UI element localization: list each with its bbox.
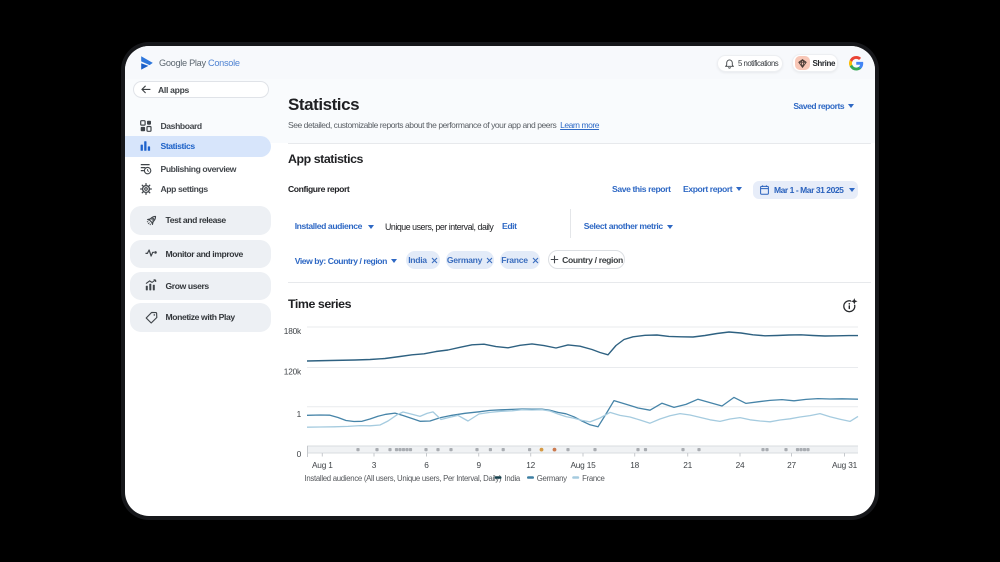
svg-text:21: 21	[683, 460, 692, 470]
svg-text:Aug 1: Aug 1	[312, 460, 333, 470]
svg-text:1: 1	[297, 409, 302, 419]
svg-text:Installed audience (All users,: Installed audience (All users, Unique us…	[305, 474, 502, 483]
svg-text:27: 27	[787, 460, 796, 470]
svg-text:120k: 120k	[284, 367, 302, 377]
svg-text:180k: 180k	[284, 326, 302, 336]
svg-text:Aug 15: Aug 15	[570, 460, 596, 470]
svg-text:0: 0	[297, 449, 302, 459]
svg-text:12: 12	[526, 460, 535, 470]
svg-text:9: 9	[476, 460, 481, 470]
svg-text:France: France	[582, 474, 604, 483]
svg-text:Germany: Germany	[537, 474, 567, 483]
svg-text:6: 6	[424, 460, 429, 470]
svg-text:18: 18	[630, 460, 639, 470]
svg-text:3: 3	[372, 460, 377, 470]
svg-text:India: India	[505, 474, 521, 483]
svg-text:24: 24	[736, 460, 745, 470]
svg-text:Aug 31: Aug 31	[832, 460, 858, 470]
